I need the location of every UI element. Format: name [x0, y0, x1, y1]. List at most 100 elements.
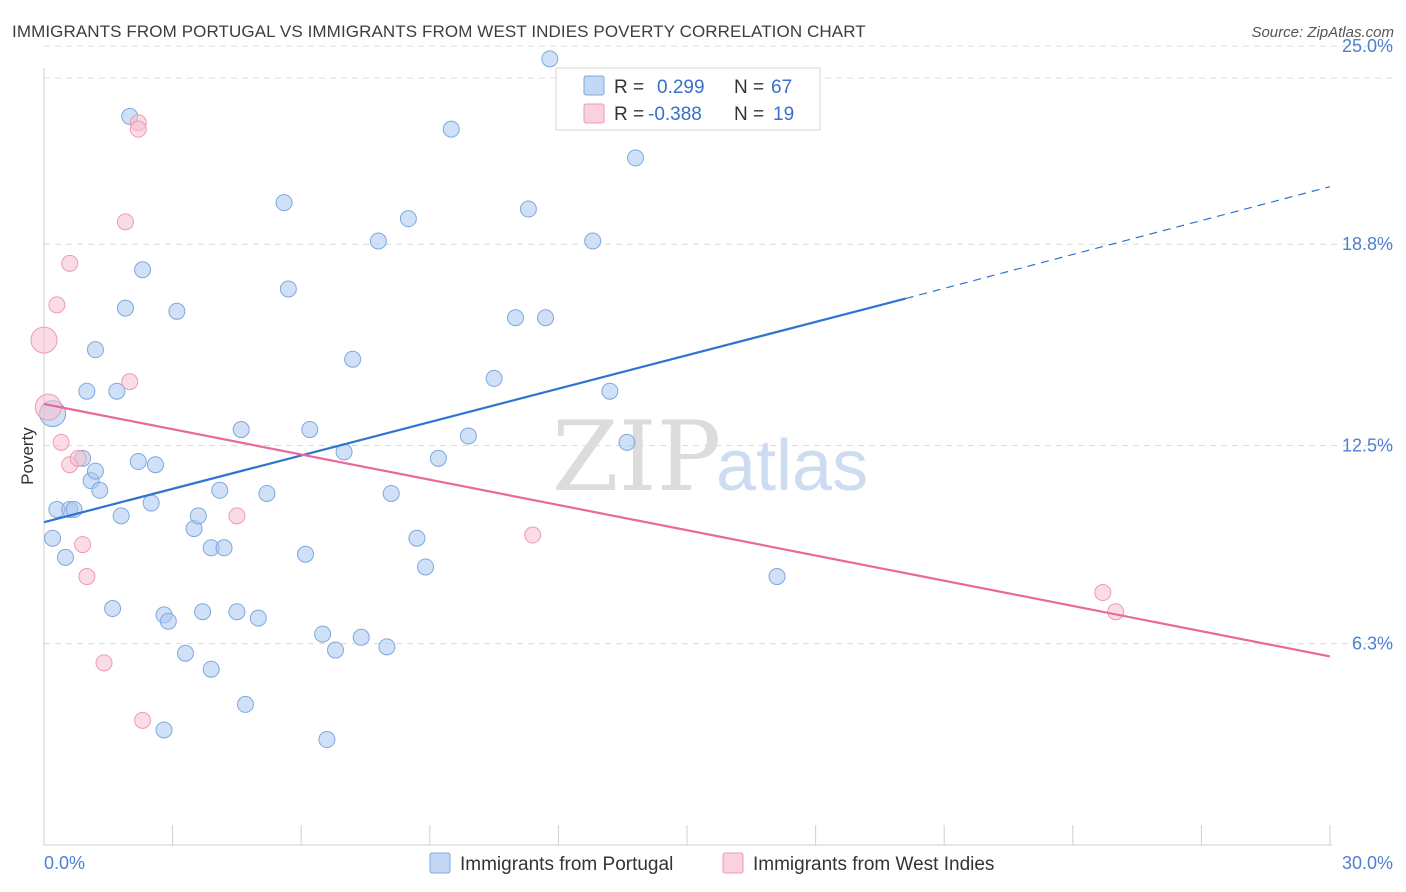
- legend-series: Immigrants from Portugal Immigrants from…: [429, 852, 994, 875]
- data-point-portugal: [189, 507, 207, 525]
- x-tick-label-min: 0.0%: [44, 853, 85, 873]
- data-point-west-indies: [78, 568, 96, 586]
- trend-line-west-indies: [43, 402, 1331, 658]
- data-point-portugal: [618, 433, 636, 451]
- data-point-portugal: [194, 603, 212, 621]
- source-credit: Source: ZipAtlas.com: [1251, 24, 1394, 41]
- data-point-portugal: [378, 638, 396, 656]
- data-point-west-indies: [61, 254, 79, 272]
- axes: [43, 68, 1332, 846]
- data-point-portugal: [228, 603, 246, 621]
- data-point-portugal: [326, 641, 344, 659]
- data-point-portugal: [369, 232, 387, 250]
- legend-n-value-portugal: 67: [771, 77, 792, 98]
- data-point-portugal: [344, 350, 362, 368]
- y-tick-label: 12.5%: [1342, 436, 1393, 456]
- data-point-portugal: [519, 200, 537, 218]
- data-point-west-indies: [69, 449, 87, 467]
- data-point-portugal: [352, 628, 370, 646]
- data-point-portugal: [86, 462, 104, 480]
- y-axis-label: Poverty: [18, 427, 37, 485]
- data-point-portugal: [258, 484, 276, 502]
- data-point-portugal: [176, 644, 194, 662]
- gridlines: [44, 45, 1392, 645]
- data-point-portugal: [249, 609, 267, 627]
- data-point-portugal: [116, 299, 134, 317]
- data-point-portugal: [146, 456, 164, 474]
- data-point-portugal: [275, 194, 293, 212]
- data-point-portugal: [236, 695, 254, 713]
- data-point-portugal: [279, 280, 297, 298]
- data-point-portugal: [301, 421, 319, 439]
- data-point-portugal: [627, 149, 645, 167]
- legend-r-label-west-indies: R =: [614, 104, 644, 125]
- legend-swatch-west-indies: [583, 103, 605, 124]
- data-point-portugal: [408, 529, 426, 547]
- legend-n-label-west-indies: N =: [734, 104, 764, 125]
- data-point-portugal: [459, 427, 477, 445]
- data-point-west-indies: [1094, 584, 1112, 602]
- trend-line-portugal: [43, 297, 906, 524]
- legend-bottom-label-portugal: Immigrants from Portugal: [460, 854, 673, 875]
- legend-r-value-portugal: 0.299: [657, 77, 705, 98]
- data-point-portugal: [78, 382, 96, 400]
- data-point-west-indies: [116, 213, 134, 231]
- data-point-portugal: [232, 421, 250, 439]
- data-point-portugal: [129, 453, 147, 471]
- data-point-portugal: [108, 382, 126, 400]
- data-point-portugal: [202, 660, 220, 678]
- trend-lines: [43, 186, 1331, 658]
- data-point-portugal: [507, 309, 525, 327]
- watermark: ZIP atlas: [552, 401, 868, 513]
- data-point-west-indies: [1107, 603, 1125, 621]
- data-point-portugal: [485, 369, 503, 387]
- data-point-portugal: [314, 625, 332, 643]
- data-point-west-indies: [134, 711, 152, 729]
- data-point-west-indies: [52, 433, 70, 451]
- data-point-portugal: [134, 261, 152, 279]
- watermark-atlas: atlas: [716, 426, 868, 506]
- data-point-west-indies: [121, 373, 139, 391]
- data-point-portugal: [215, 539, 233, 557]
- data-point-portugal: [429, 449, 447, 467]
- legend-stats: R = 0.299 N = 67 R = -0.388 N = 19: [555, 67, 821, 131]
- data-point-portugal: [91, 481, 109, 499]
- trend-line-portugal-extension: [905, 186, 1331, 300]
- data-point-portugal: [211, 481, 229, 499]
- series-west-indies-points: [30, 114, 1125, 729]
- x-tick-label-max: 30.0%: [1342, 853, 1393, 873]
- chart-title: IMMIGRANTS FROM PORTUGAL VS IMMIGRANTS F…: [12, 22, 866, 41]
- data-point-portugal: [112, 507, 130, 525]
- data-point-portugal: [56, 548, 74, 566]
- legend-bottom-swatch-portugal: [429, 852, 451, 874]
- data-point-west-indies: [74, 536, 92, 554]
- legend-swatch-portugal: [583, 75, 605, 96]
- data-point-portugal: [601, 382, 619, 400]
- x-ticks: [43, 825, 1331, 845]
- data-point-portugal: [417, 558, 435, 576]
- data-point-portugal: [318, 731, 336, 749]
- data-point-portugal: [541, 50, 559, 68]
- data-point-west-indies: [524, 526, 542, 544]
- data-point-portugal: [168, 302, 186, 320]
- legend-bottom-swatch-west-indies: [722, 852, 744, 874]
- y-tick-label: 18.8%: [1342, 234, 1393, 254]
- data-point-portugal: [768, 568, 786, 586]
- data-point-portugal: [44, 529, 62, 547]
- legend-r-value-west-indies: -0.388: [648, 104, 702, 125]
- data-point-west-indies: [95, 654, 113, 672]
- data-point-west-indies: [30, 326, 58, 354]
- data-point-portugal: [382, 484, 400, 502]
- data-point-west-indies: [228, 507, 246, 525]
- series-portugal-points: [39, 50, 786, 749]
- data-point-portugal: [159, 612, 177, 630]
- y-tick-label: 6.3%: [1352, 634, 1393, 654]
- data-point-portugal: [399, 210, 417, 228]
- legend-n-label-portugal: N =: [734, 77, 764, 98]
- data-point-portugal: [537, 309, 555, 327]
- data-point-west-indies: [129, 120, 147, 138]
- data-point-portugal: [104, 600, 122, 618]
- watermark-zip: ZIP: [552, 401, 721, 513]
- legend-n-value-west-indies: 19: [773, 104, 794, 125]
